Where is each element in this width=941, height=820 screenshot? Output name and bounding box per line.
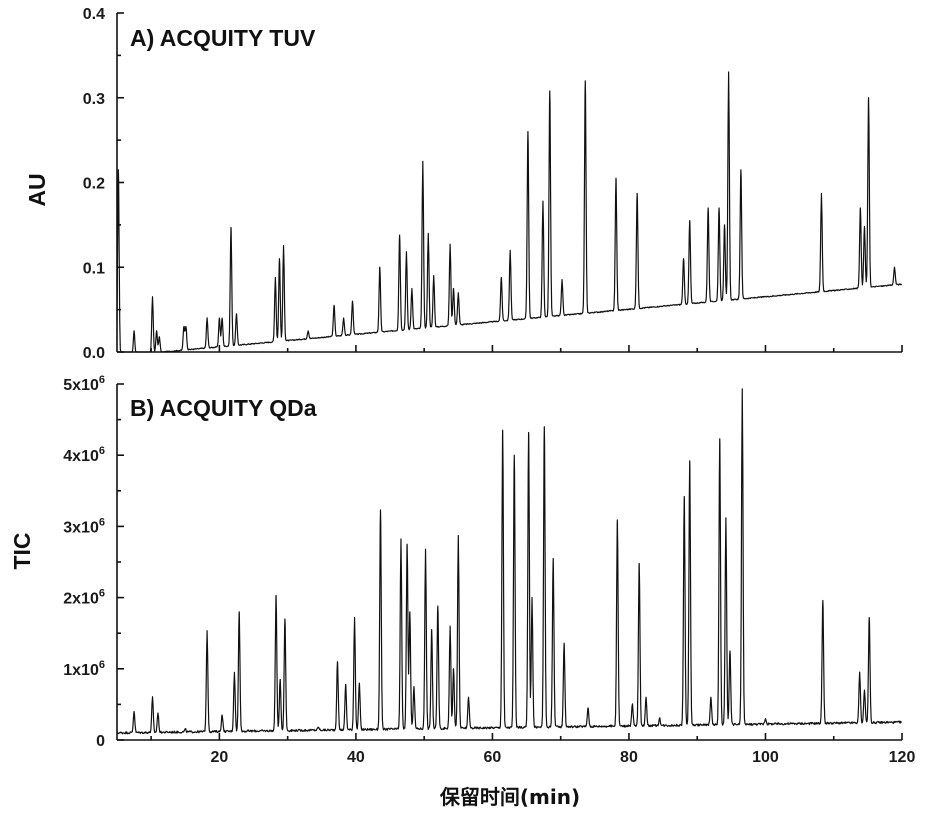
panel-b-y-label: TIC (9, 532, 35, 569)
panel-a-trace-line (116, 71, 903, 353)
y-tick-label: 2x106 (63, 588, 105, 608)
panel-b-y-ticks: 0 1x106 2x106 3x106 4x106 5x106 (63, 374, 124, 750)
x-tick-label: 60 (484, 749, 502, 766)
y-tick-label: 0.4 (83, 6, 105, 23)
y-tick-label: 0.3 (83, 91, 105, 108)
x-tick-label: 40 (347, 749, 365, 766)
x-axis-label: 保留时间(min) (439, 785, 580, 809)
y-tick-label: 1x106 (63, 659, 105, 679)
y-tick-label: 5x106 (63, 374, 105, 394)
panel-a-title: A) ACQUITY TUV (130, 25, 316, 51)
x-tick-label: 80 (620, 749, 638, 766)
x-tick-label: 120 (889, 749, 916, 766)
x-tick-label: 20 (210, 749, 228, 766)
y-tick-label: 0 (96, 733, 105, 750)
panel-b: 0 1x106 2x106 3x106 4x106 5x106 20 40 60 80 100 12… (9, 374, 915, 809)
panel-b-title: B) ACQUITY QDa (130, 395, 317, 421)
y-tick-label: 4x106 (63, 445, 105, 465)
y-tick-label: 0.2 (83, 176, 105, 193)
panel-a-y-ticks: 0.0 0.1 0.2 0.3 0.4 (83, 6, 124, 362)
panel-a: 0.0 0.1 0.2 0.3 0.4 A) ACQUITY TUV AU (24, 6, 903, 362)
y-tick-label: 0.0 (83, 345, 105, 362)
y-tick-label: 0.1 (83, 260, 105, 277)
panel-b-trace-line (116, 388, 902, 735)
x-tick-label: 100 (752, 749, 779, 766)
panel-b-x-ticks: 20 40 60 80 100 120 (150, 733, 916, 766)
panel-a-x-ticks (150, 345, 903, 352)
panel-a-y-label: AU (24, 173, 50, 206)
y-tick-label: 3x106 (63, 516, 105, 536)
